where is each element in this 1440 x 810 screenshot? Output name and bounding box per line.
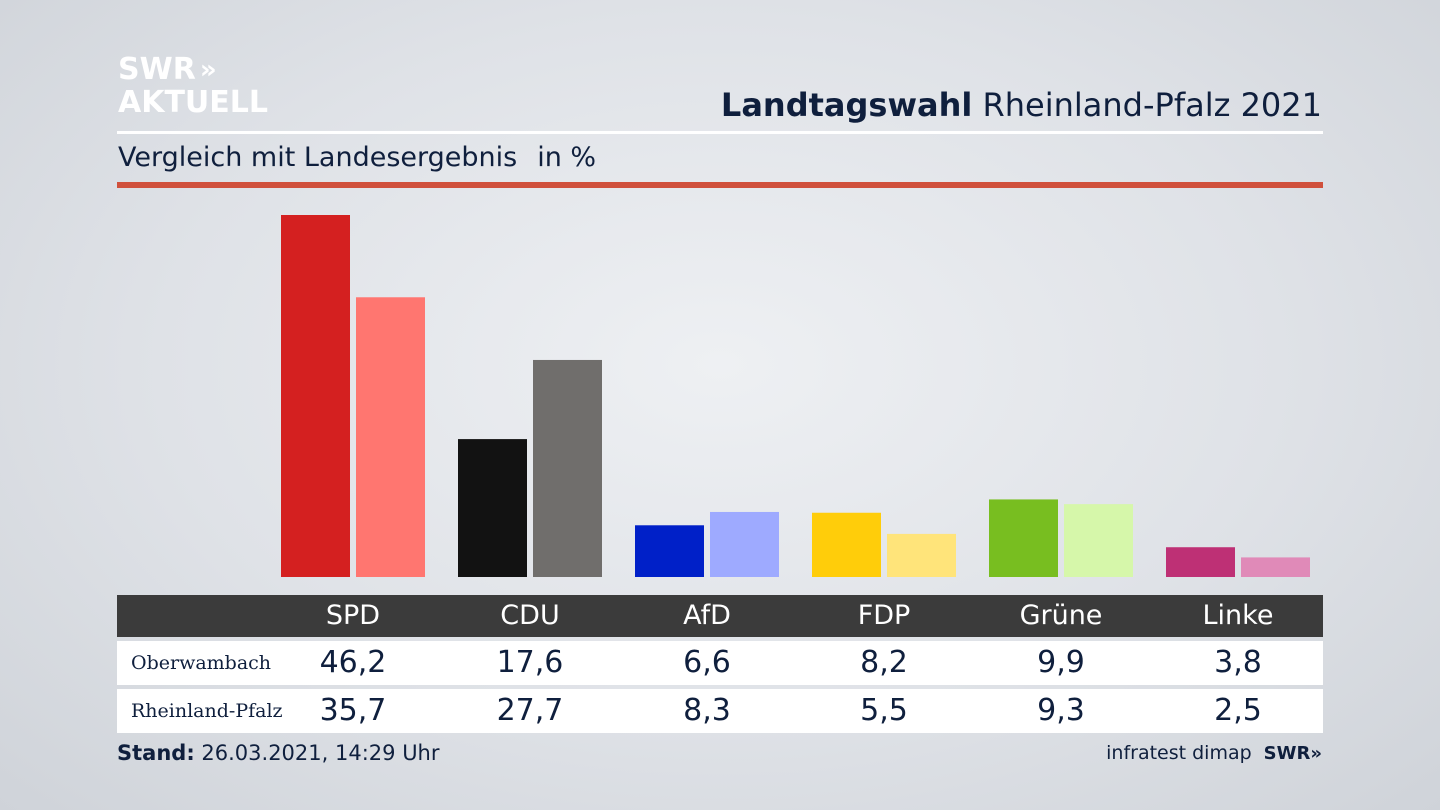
bar-grne-oberwambach	[989, 499, 1058, 577]
timestamp: Stand: 26.03.2021, 14:29 Uhr	[117, 741, 440, 765]
title-bold: Landtagswahl	[720, 86, 973, 124]
brand-text: SWR	[1263, 742, 1311, 764]
bar-spd-rheinland-pfalz	[356, 297, 425, 577]
page-title: Landtagswahl Rheinland-Pfalz 2021	[721, 86, 1322, 124]
value-cell-spd: 35,7	[319, 693, 387, 728]
value-cell-linke: 3,8	[1214, 645, 1262, 680]
row-label-oberwambach: Oberwambach	[131, 652, 272, 674]
logo-line-1: SWR	[118, 52, 196, 87]
title-regular: Rheinland-Pfalz 2021	[982, 86, 1322, 124]
value-cell-afd: 6,6	[683, 645, 731, 680]
stand-label: Stand:	[117, 741, 195, 765]
accent-rule	[117, 182, 1323, 188]
bar-cdu-oberwambach	[458, 439, 527, 577]
column-header-linke: Linke	[1202, 600, 1274, 631]
bar-grne-rheinland-pfalz	[1064, 504, 1133, 577]
swr-aktuell-logo: SWR» AKTUELL	[118, 54, 268, 118]
bar-linke-oberwambach	[1166, 547, 1235, 577]
source-credit: infratest dimap SWR»	[1106, 742, 1322, 764]
bar-cdu-rheinland-pfalz	[533, 359, 602, 577]
value-cell-fdp: 8,2	[860, 645, 908, 680]
stand-value: 26.03.2021, 14:29 Uhr	[201, 741, 440, 765]
bar-linke-rheinland-pfalz	[1241, 557, 1310, 577]
column-header-afd: AfD	[683, 600, 731, 631]
value-cell-fdp: 5,5	[860, 693, 908, 728]
value-cell-cdu: 17,6	[496, 645, 564, 680]
logo-line-2: AKTUELL	[118, 85, 269, 120]
bar-afd-oberwambach	[635, 525, 704, 577]
source-text: infratest dimap	[1106, 742, 1252, 764]
value-cell-grne: 9,9	[1037, 645, 1085, 680]
bar-fdp-oberwambach	[812, 512, 881, 577]
value-cell-cdu: 27,7	[496, 693, 564, 728]
column-header-cdu: CDU	[500, 600, 560, 631]
bar-afd-rheinland-pfalz	[710, 511, 779, 577]
column-header-fdp: FDP	[857, 600, 911, 631]
header-divider	[117, 131, 1323, 134]
subtitle-text: Vergleich mit Landesergebnis	[118, 142, 518, 173]
value-cell-spd: 46,2	[319, 645, 387, 680]
column-header-grne: Grüne	[1019, 600, 1103, 631]
value-cell-linke: 2,5	[1214, 693, 1262, 728]
value-cell-grne: 9,3	[1037, 693, 1085, 728]
swr-brand-logo: SWR»	[1264, 743, 1322, 764]
row-label-rheinland-pfalz: Rheinland-Pfalz	[131, 700, 283, 722]
results-table: SPD CDU AfD FDP Grüne Linke Oberwambach 46,2 1…	[117, 595, 1323, 733]
column-header-spd: SPD	[325, 600, 381, 631]
table-row: Rheinland-Pfalz 35,7 27,7 8,3 5,5 9,3 2,5	[117, 689, 1323, 733]
table-row: Oberwambach 46,2 17,6 6,6 8,2 9,9 3,8	[117, 641, 1323, 685]
table-header: SPD CDU AfD FDP Grüne Linke	[117, 595, 1323, 637]
chart-subtitle: Vergleich mit Landesergebnis in %	[118, 142, 596, 173]
bar-fdp-rheinland-pfalz	[887, 533, 956, 577]
subtitle-unit: in %	[537, 142, 597, 173]
brand-chevron-icon: »	[1310, 742, 1322, 764]
value-cell-afd: 8,3	[683, 693, 731, 728]
bar-spd-oberwambach	[281, 215, 350, 577]
logo-chevron-icon: »	[199, 55, 217, 85]
